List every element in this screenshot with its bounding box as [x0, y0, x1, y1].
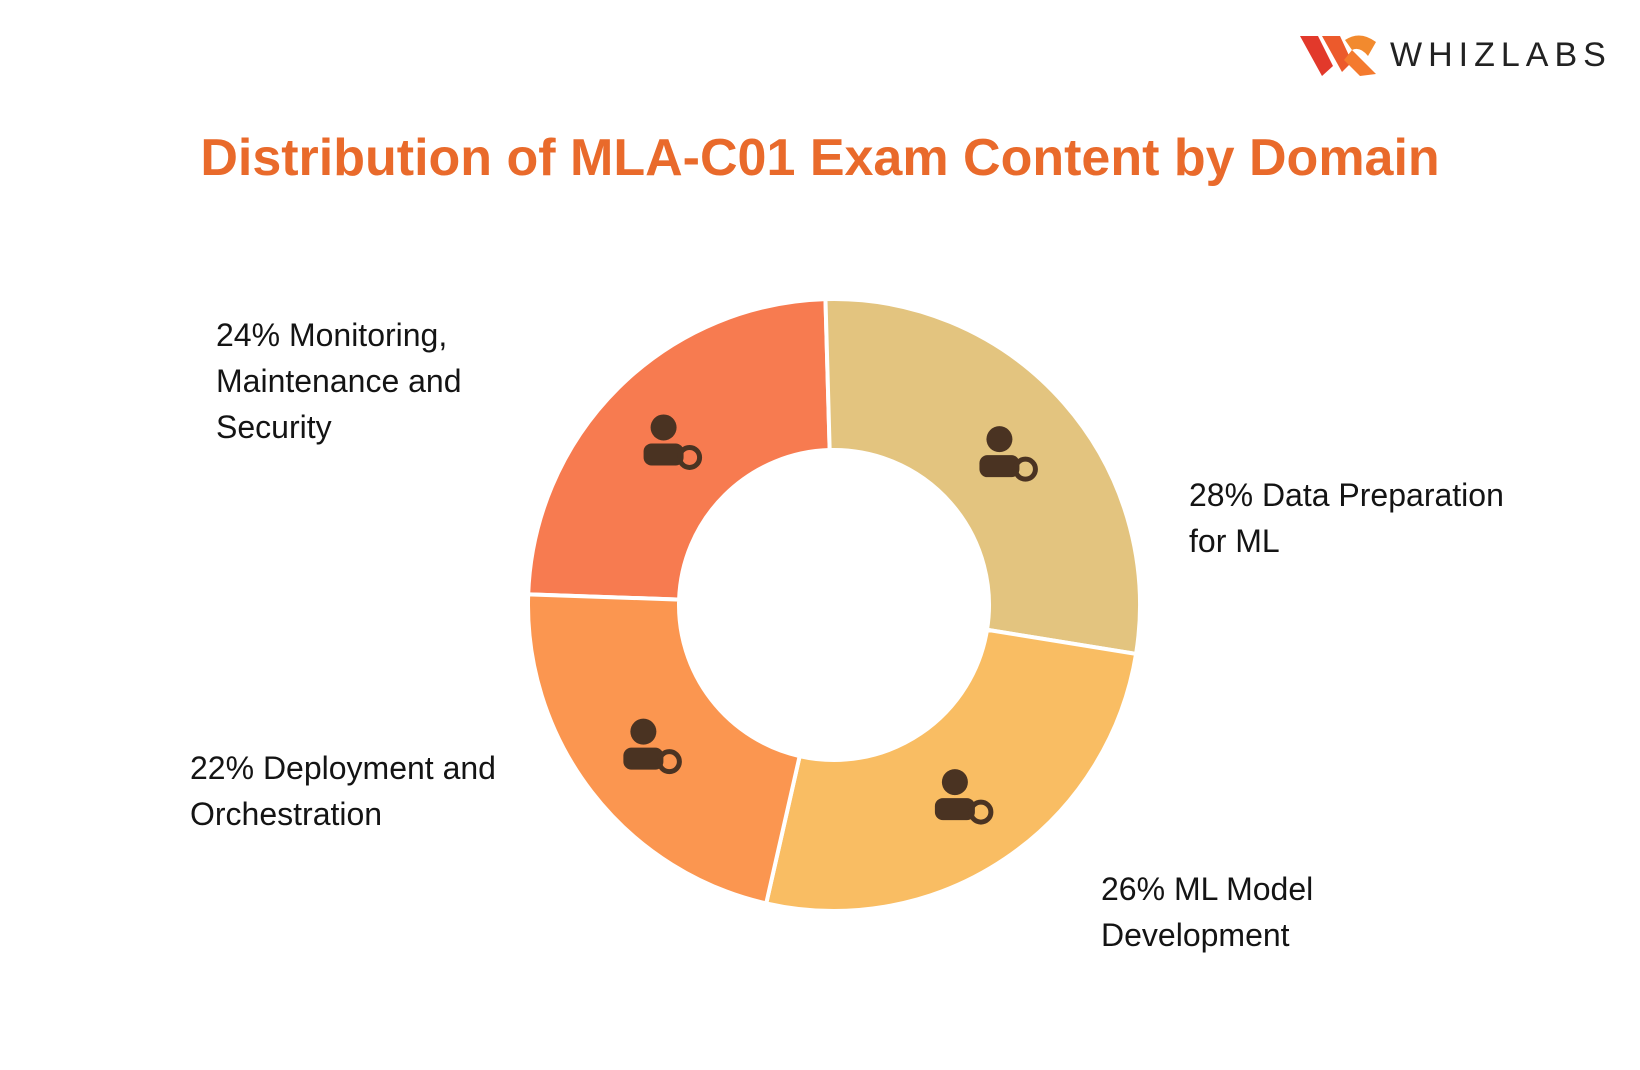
icon-part	[979, 455, 1020, 478]
value-label: 28%	[1189, 477, 1254, 513]
icon-part	[941, 769, 968, 796]
category-label: Monitoring, Maintenance and Security	[216, 317, 462, 445]
icon-part	[650, 414, 677, 441]
slice-label: 22% Deployment and Orchestration	[190, 745, 520, 837]
logo-mark	[1300, 35, 1376, 76]
icon-part	[968, 799, 994, 825]
slice-label: 24% Monitoring, Maintenance and Security	[216, 312, 536, 450]
icon-part	[677, 444, 703, 470]
slice-icon	[979, 426, 1038, 482]
slice-label: 28% Data Preparation for ML	[1189, 472, 1509, 564]
icon-part	[986, 426, 1013, 453]
icon-part	[623, 747, 664, 770]
value-label: 22%	[190, 750, 255, 786]
category-label: ML Model Development	[1101, 871, 1314, 953]
category-label: Deployment and Orchestration	[190, 750, 496, 832]
donut-slice	[823, 297, 1142, 657]
value-label: 24%	[216, 317, 281, 353]
donut-slice	[526, 592, 803, 906]
value-label: 26%	[1101, 871, 1166, 907]
icon-part	[1012, 456, 1038, 482]
icon-part	[630, 718, 657, 745]
icon-part	[643, 443, 684, 466]
slice-icon	[934, 769, 994, 825]
slice-icon	[643, 414, 703, 470]
category-label: Data Preparation for ML	[1189, 477, 1504, 559]
brand-name: WHIZLABS	[1390, 36, 1612, 74]
icon-part	[934, 798, 975, 821]
icon-part	[656, 749, 682, 775]
slice-label: 26% ML Model Development	[1101, 866, 1361, 958]
slice-icon	[623, 718, 682, 775]
chart-title: Distribution of MLA-C01 Exam Content by …	[200, 129, 1440, 187]
